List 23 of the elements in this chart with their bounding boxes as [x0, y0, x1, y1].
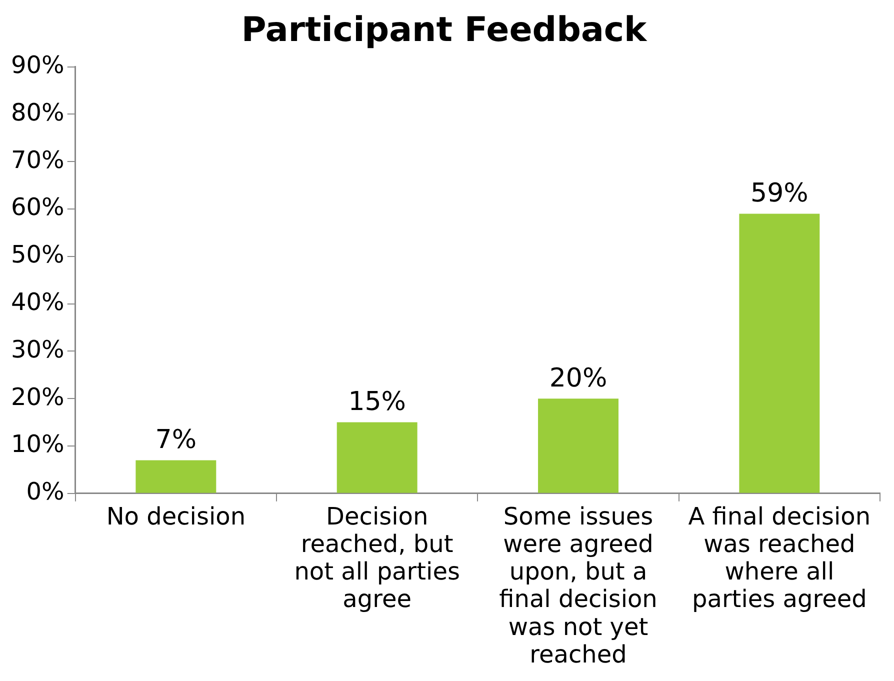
chart-title: Participant Feedback — [241, 10, 648, 50]
data-label: 15% — [348, 387, 406, 418]
y-tick-label: 40% — [11, 288, 64, 316]
data-label: 59% — [750, 178, 808, 208]
y-tick-label: 30% — [11, 335, 64, 364]
y-tick-label: 90% — [11, 51, 64, 80]
x-tick-label: Decision reached, but not all parties agree — [294, 502, 460, 614]
y-tick-label: 20% — [11, 382, 64, 411]
y-tick-label: 50% — [11, 240, 64, 269]
y-tick-label: 0% — [26, 478, 64, 506]
x-tick-label: A final decision was reached where all parties agreed — [688, 502, 871, 614]
bar — [136, 460, 216, 493]
bar — [739, 214, 820, 493]
data-label: 7% — [155, 424, 197, 455]
y-tick-label: 60% — [11, 193, 64, 222]
y-tick-label: 10% — [11, 430, 64, 458]
x-tick-label: No decision — [106, 502, 246, 530]
y-tick-label: 70% — [11, 146, 64, 174]
x-tick-label: Some issues were agreed upon, but a final decision was not yet reached — [499, 502, 658, 668]
y-tick-label: 80% — [11, 98, 64, 126]
data-label: 20% — [549, 363, 608, 394]
bar — [538, 398, 618, 493]
bar — [336, 422, 418, 493]
